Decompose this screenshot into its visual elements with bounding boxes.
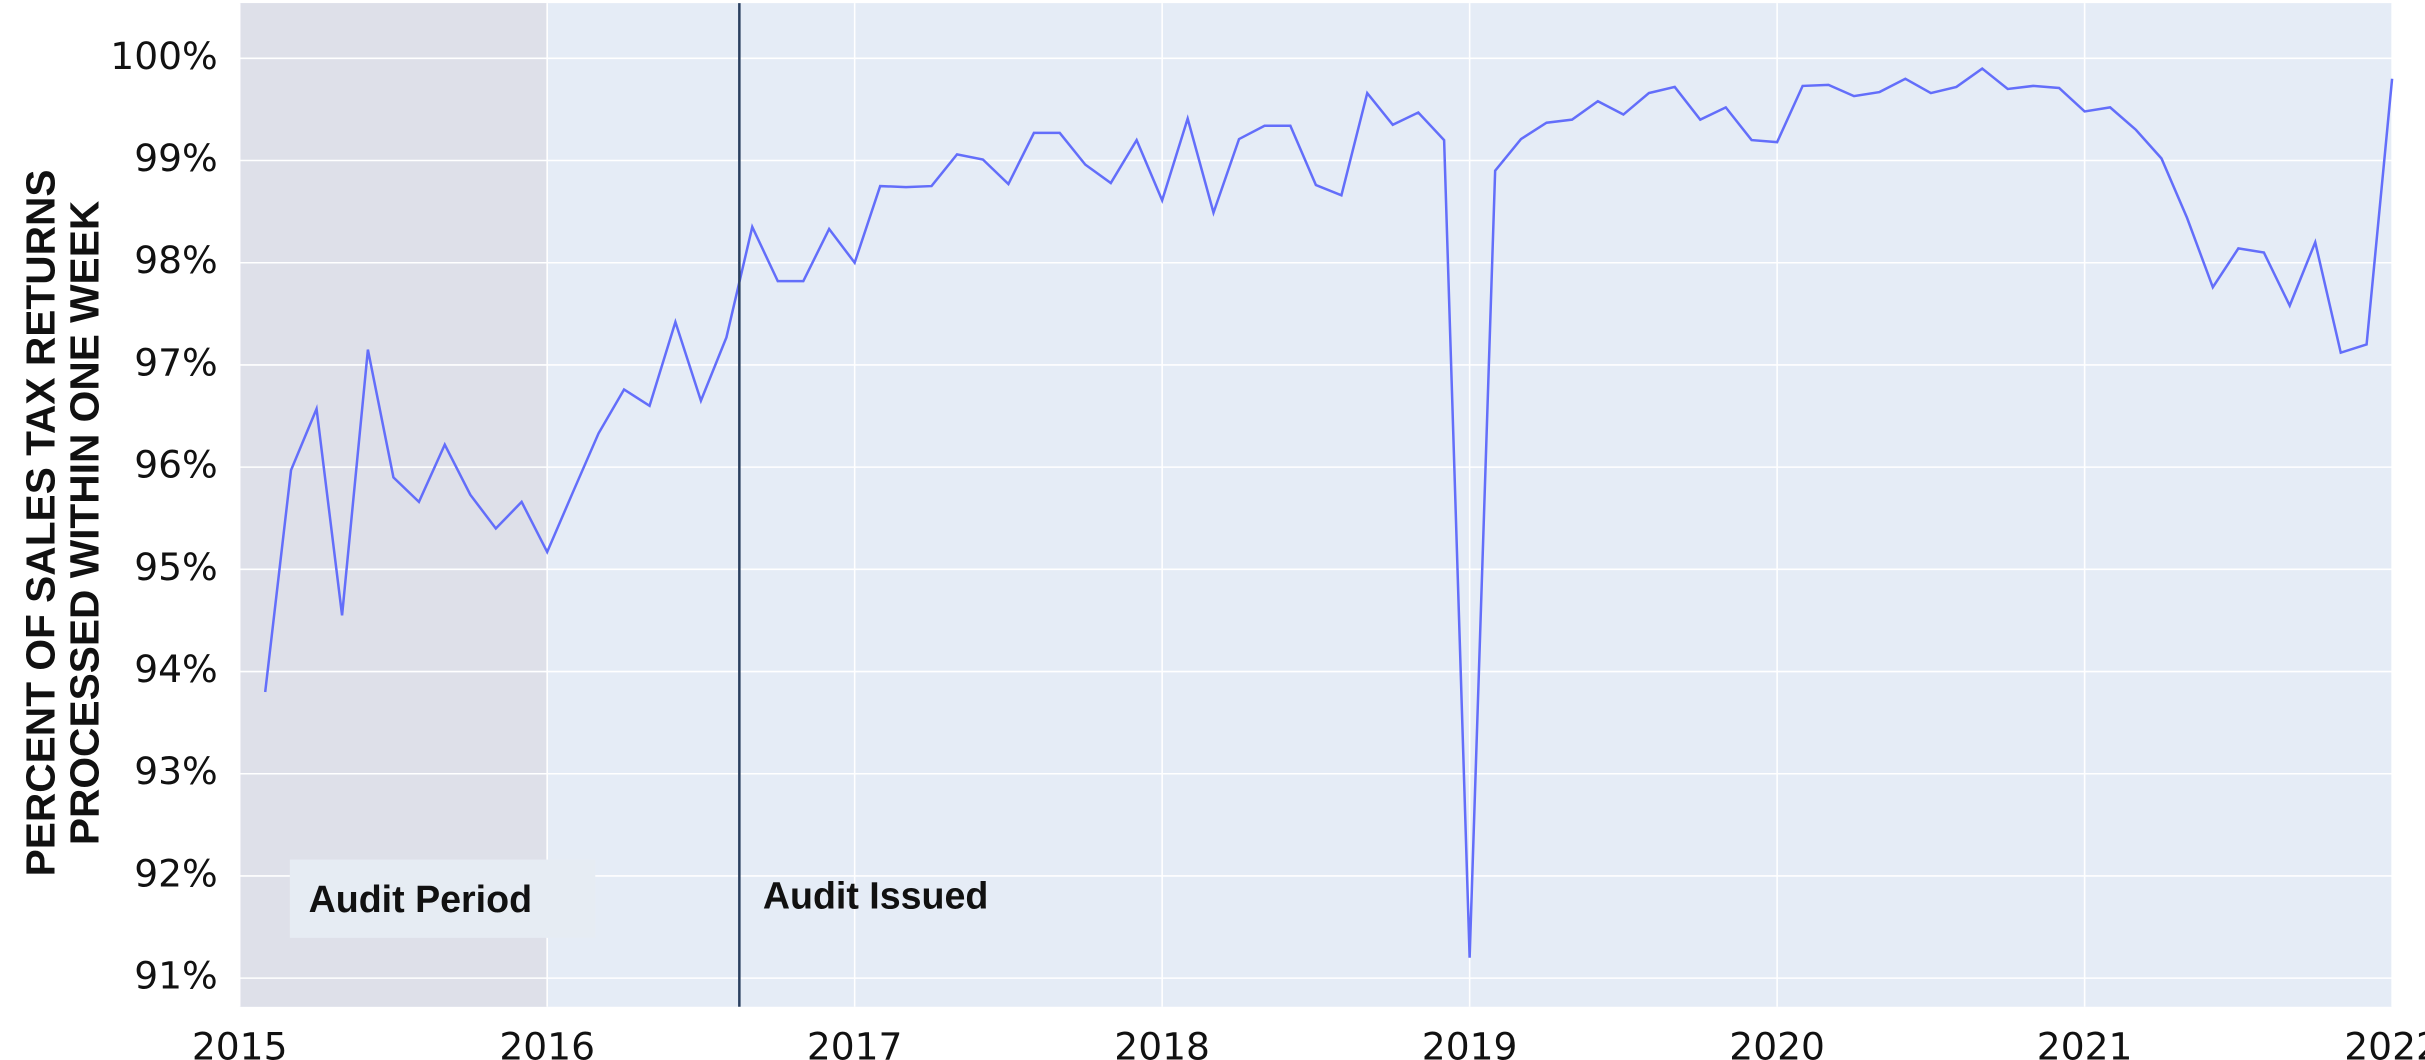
y-tick-label: 95% bbox=[134, 545, 218, 589]
y-tick-label: 93% bbox=[134, 749, 218, 793]
x-tick-label: 2016 bbox=[499, 1025, 595, 1060]
y-tick-label: 96% bbox=[134, 443, 218, 487]
shaded-region bbox=[239, 3, 548, 1007]
data-line bbox=[263, 66, 2394, 958]
x-tick-label: 2019 bbox=[1422, 1025, 1518, 1060]
x-tick-label: 2020 bbox=[1729, 1025, 1825, 1060]
x-tick-label: 2017 bbox=[807, 1025, 903, 1060]
x-tick-label: 2018 bbox=[1114, 1025, 1210, 1060]
y-tick-label: 98% bbox=[134, 238, 218, 282]
annotation: Audit Period bbox=[309, 878, 532, 920]
y-tick-label: 97% bbox=[134, 340, 218, 384]
annotation-box bbox=[289, 859, 596, 938]
plot-area bbox=[239, 3, 2393, 1007]
y-tick-label: 99% bbox=[134, 136, 218, 180]
y-axis-title: PERCENT OF SALES TAX RETURNS bbox=[18, 170, 64, 877]
y-tick-label: 94% bbox=[134, 647, 218, 691]
annotation: Audit Issued bbox=[763, 875, 989, 917]
x-tick-label: 2015 bbox=[192, 1025, 288, 1060]
y-tick-label: 92% bbox=[134, 851, 218, 895]
y-axis-title: PROCESSED WITHIN ONE WEEK bbox=[61, 200, 107, 845]
y-tick-label: 100% bbox=[110, 34, 217, 78]
y-tick-label: 91% bbox=[134, 954, 218, 998]
x-tick-label: 2021 bbox=[2037, 1025, 2133, 1060]
x-tick-label: 2022 bbox=[2344, 1025, 2425, 1060]
